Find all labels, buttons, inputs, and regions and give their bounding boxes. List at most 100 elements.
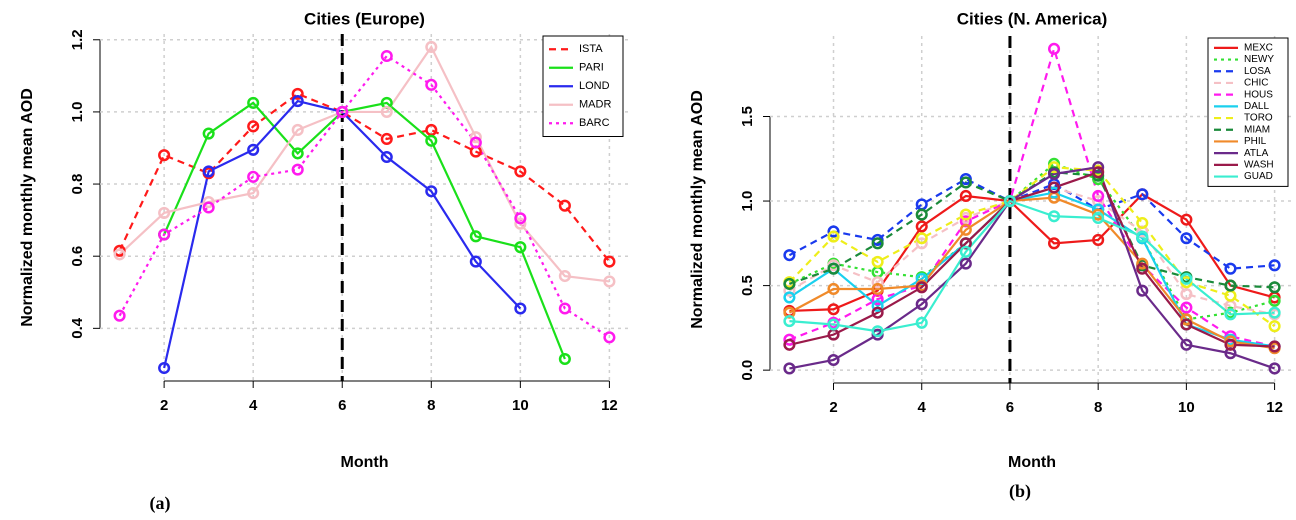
data-point xyxy=(158,206,171,219)
legend-label: MIAM xyxy=(1244,124,1270,135)
series-line xyxy=(788,162,1275,321)
data-point xyxy=(959,189,972,203)
series-line xyxy=(118,54,611,339)
data-point xyxy=(469,230,482,243)
series-line xyxy=(788,177,1275,270)
data-point xyxy=(1136,230,1149,243)
data-point xyxy=(1180,288,1193,301)
y-tick-label: 1.2 xyxy=(69,29,86,50)
y-axis-label: Normalized monthly mean AOD xyxy=(19,88,36,327)
x-tick-label: 6 xyxy=(1006,399,1014,416)
data-point xyxy=(915,298,928,311)
chart-title: Cities (N. America) xyxy=(957,9,1108,28)
data-point xyxy=(1180,272,1193,285)
data-point xyxy=(1268,259,1281,272)
data-point xyxy=(247,120,260,133)
x-tick-label: 4 xyxy=(249,397,258,414)
y-tick-label: 0.8 xyxy=(69,174,86,195)
legend-label: NEWY xyxy=(1244,54,1274,65)
data-point xyxy=(514,217,527,230)
data-point xyxy=(1048,186,1061,199)
y-tick-label: 0.0 xyxy=(739,360,756,381)
data-point xyxy=(1224,338,1237,351)
series-line xyxy=(789,44,1275,348)
data-point xyxy=(783,338,796,351)
series-line xyxy=(789,192,1275,313)
data-point xyxy=(380,150,393,164)
data-point xyxy=(915,237,928,250)
data-point xyxy=(202,127,215,140)
data-point xyxy=(959,257,972,270)
data-point xyxy=(959,245,972,258)
series-line xyxy=(788,186,1275,316)
data-point xyxy=(1268,320,1281,333)
legend-label: LOND xyxy=(579,80,610,92)
legend-label: MEXC xyxy=(1244,42,1273,53)
data-point xyxy=(1092,233,1105,246)
data-point xyxy=(871,237,884,250)
series-line xyxy=(788,166,1276,328)
data-point xyxy=(1092,211,1105,225)
data-point xyxy=(1048,210,1061,223)
legend-label: TORO xyxy=(1244,113,1273,124)
data-point xyxy=(558,302,571,315)
legend-label: ISTA xyxy=(579,43,603,55)
data-point xyxy=(202,165,215,178)
x-tick-label: 6 xyxy=(338,397,346,414)
data-point xyxy=(871,299,884,312)
legend: ISTA PARI LOND MADR BARC xyxy=(542,35,624,137)
data-point xyxy=(158,228,171,241)
x-tick-label: 12 xyxy=(1266,399,1283,416)
data-point xyxy=(247,170,260,183)
data-point xyxy=(1136,257,1149,270)
data-point xyxy=(827,318,840,331)
data-point xyxy=(1224,308,1237,321)
data-point xyxy=(158,149,171,162)
data-point xyxy=(558,199,571,212)
data-point xyxy=(827,353,840,367)
x-tick-label: 12 xyxy=(601,397,618,414)
data-point xyxy=(1268,362,1281,375)
legend-label: MADR xyxy=(579,99,611,111)
data-point xyxy=(469,255,482,268)
data-point xyxy=(514,212,527,225)
series-line xyxy=(163,101,566,360)
y-tick-label: 0.6 xyxy=(69,246,86,267)
plot: Cities (Europe) Month Normalized monthly m… xyxy=(19,9,629,514)
data-point xyxy=(603,255,616,268)
data-point xyxy=(783,315,796,328)
legend-label: GUAD xyxy=(1244,171,1273,182)
y-tick-label: 1.0 xyxy=(739,191,756,212)
data-point xyxy=(915,220,928,233)
data-point xyxy=(558,269,571,283)
data-point xyxy=(247,187,260,200)
data-point xyxy=(959,208,972,221)
data-point xyxy=(783,362,796,375)
data-point xyxy=(1180,318,1193,331)
data-point xyxy=(1268,306,1281,319)
data-point xyxy=(291,95,304,108)
data-point xyxy=(1180,338,1193,351)
data-point xyxy=(380,105,393,118)
data-point xyxy=(1092,161,1105,174)
data-point xyxy=(113,248,126,261)
data-point xyxy=(959,223,972,236)
caption: (a) xyxy=(150,493,171,514)
data-point xyxy=(1136,262,1149,275)
data-point xyxy=(827,262,840,275)
data-point xyxy=(959,176,972,189)
data-point xyxy=(1268,294,1281,307)
data-point xyxy=(1268,281,1281,294)
series-line xyxy=(789,165,1275,370)
caption: (b) xyxy=(1009,481,1031,502)
data-point xyxy=(1003,194,1016,208)
legend: MEXCNEWYLOSACHICHOUSDALLTOROMIAMPHILATLA… xyxy=(1207,37,1289,187)
data-point xyxy=(202,201,215,214)
data-point xyxy=(871,306,884,319)
data-point xyxy=(1180,313,1193,326)
data-point xyxy=(514,165,527,178)
data-point xyxy=(1092,189,1105,203)
data-point xyxy=(425,40,438,54)
data-point xyxy=(783,277,796,290)
x-tick-label: 8 xyxy=(1094,399,1102,416)
